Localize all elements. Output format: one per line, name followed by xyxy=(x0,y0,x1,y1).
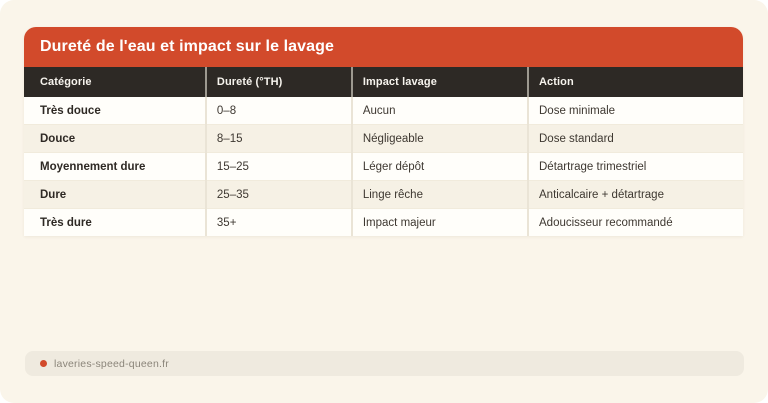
source-bar: laveries-speed-queen.fr xyxy=(25,351,744,376)
table-cell: Linge rêche xyxy=(350,180,528,209)
table-row: Très dure 35+ Impact majeur Adoucisseur rec… xyxy=(24,208,743,236)
table-cell: 25–35 xyxy=(204,180,352,209)
table-cell: Dose minimale xyxy=(527,97,743,125)
table-cell: 8–15 xyxy=(204,124,352,153)
table-cell: Douce xyxy=(24,124,206,153)
table-cell: Dose standard xyxy=(527,124,743,153)
table-cell: Détartrage trimestriel xyxy=(527,152,743,181)
column-header: Dureté (°TH) xyxy=(204,67,352,97)
table-row: Moyennement dure 15–25 Léger dépôt Détartra… xyxy=(24,152,743,181)
table-cell: 0–8 xyxy=(204,97,352,125)
table-cell: 15–25 xyxy=(204,152,352,181)
table-cell: Impact majeur xyxy=(350,208,528,236)
header-row: Catégorie Dureté (°TH) Impact lavage Action xyxy=(24,67,743,97)
card-title-bar: Dureté de l'eau et impact sur le lavage xyxy=(24,27,743,67)
table-cell: Très dure xyxy=(24,208,206,236)
water-hardness-card: Dureté de l'eau et impact sur le lavage … xyxy=(24,27,743,236)
table-cell: Léger dépôt xyxy=(350,152,528,181)
table-row: Très douce 0–8 Aucun Dose minimale xyxy=(24,97,743,125)
table-cell: Dure xyxy=(24,180,206,209)
table-cell: Aucun xyxy=(350,97,528,125)
table-cell: Négligeable xyxy=(350,124,528,153)
column-header: Action xyxy=(527,67,743,97)
water-hardness-table: Catégorie Dureté (°TH) Impact lavage Action… xyxy=(24,67,743,236)
table-cell: Moyennement dure xyxy=(24,152,206,181)
source-text: laveries-speed-queen.fr xyxy=(54,357,169,370)
source-dot-icon xyxy=(40,360,47,367)
card-title: Dureté de l'eau et impact sur le lavage xyxy=(40,38,335,55)
column-header: Impact lavage xyxy=(350,67,528,97)
column-header: Catégorie xyxy=(24,67,206,97)
table-header: Catégorie Dureté (°TH) Impact lavage Action xyxy=(24,67,743,97)
table-cell: Adoucisseur recommandé xyxy=(527,208,743,236)
table-cell: 35+ xyxy=(204,208,352,236)
table-cell: Anticalcaire + détartrage xyxy=(527,180,743,209)
table-body: Très douce 0–8 Aucun Dose minimale Douce 8–15… xyxy=(24,97,743,236)
table-row: Dure 25–35 Linge rêche Anticalcaire + détar… xyxy=(24,180,743,209)
table-row: Douce 8–15 Négligeable Dose standard xyxy=(24,124,743,153)
table-cell: Très douce xyxy=(40,104,101,117)
